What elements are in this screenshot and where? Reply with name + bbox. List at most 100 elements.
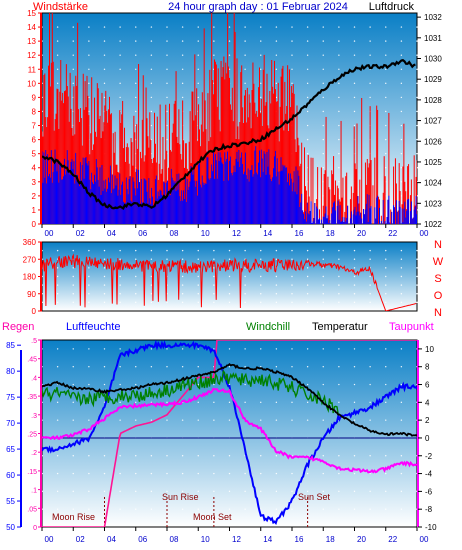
wind-tick-label: 4 [32,164,37,173]
grid-dot [166,472,168,475]
humidity-tick-label: 70 [6,419,15,428]
time-tick-label: 16 [295,535,304,544]
wind-tick-label: 15 [27,9,36,18]
grid-dot [369,284,371,286]
grid-dot [400,267,403,269]
wind-tick-label: 10 [27,79,36,88]
grid-dot [197,508,199,510]
grid-dot [150,348,153,350]
grid-dot [72,249,74,252]
grid-dot [275,249,278,252]
temp-tick-label: 0 [425,434,430,443]
grid-dot [369,419,371,421]
grid-dot [338,348,340,350]
humidity-tick-label: 65 [6,445,15,454]
grid-dot [275,82,278,85]
grid-dot [385,54,387,56]
grid-dot [244,383,246,386]
grid-dot [72,54,74,56]
grid-dot [119,508,121,510]
grid-dot [72,472,74,475]
grid-dot [197,293,199,295]
grid-dot [306,124,309,127]
grid-dot [150,249,153,252]
grid-dot [260,40,262,42]
grid-dot [88,301,90,304]
grid-dot [88,419,90,421]
grid-dot [135,293,137,295]
grid-dot [322,490,324,493]
grid-dot [322,249,324,252]
grid-dot [213,258,215,260]
grid-dot [88,54,90,56]
wind-tick-label: 11 [28,65,37,74]
grid-dot [385,68,387,70]
grid-dot [135,383,137,386]
grid-dot [135,152,137,155]
grid-dot [385,383,387,386]
grid-dot [369,366,371,368]
grid-dot [400,82,403,85]
grid-dot [150,124,153,127]
grid-dot [322,472,324,475]
grid-dot [135,82,137,85]
grid-dot [135,68,137,70]
grid-dot [135,124,137,127]
grid-dot [306,490,309,493]
grid-dot [103,26,106,28]
grid-dot [244,54,246,56]
grid-dot [291,40,293,42]
grid-dot [385,472,387,475]
grid-dot [400,383,403,386]
grid-dot [135,472,137,475]
grid-dot [306,284,309,286]
grid-dot [275,301,278,304]
grid-dot [88,455,90,457]
grid-dot [228,68,231,70]
grid-dot [228,348,231,350]
grid-dot [306,267,309,269]
time-tick-label: 18 [326,535,335,544]
grid-dot [400,401,403,404]
grid-dot [103,40,106,42]
grid-dot [385,124,387,127]
grid-dot [306,138,309,141]
grid-dot [244,401,246,404]
grid-dot [338,110,340,113]
rain-tick-label: .1 [31,488,37,495]
wind-direction-line [42,253,417,311]
grid-dot [181,301,184,304]
grid-dot [166,54,168,56]
grid-dot [135,366,137,368]
grid-dot [56,68,59,70]
grid-dot [338,293,340,295]
grid-dot [322,293,324,295]
grid-dot [88,508,90,510]
grid-dot [306,275,309,278]
grid-dot [213,490,215,493]
grid-dot [244,490,246,493]
grid-dot [103,293,106,295]
sun-rise-label: Sun Rise [162,492,199,502]
grid-dot [181,258,184,260]
grid-dot [369,275,371,278]
grid-dot [197,366,199,368]
grid-dot [213,455,215,457]
grid-dot [353,258,356,260]
grid-dot [103,284,106,286]
grid-dot [338,124,340,127]
time-tick-label: 00 [420,229,429,238]
grid-dot [416,152,418,155]
pressure-axis-title: Luftdruck [369,1,415,13]
grid-dot [353,96,356,99]
grid-dot [135,508,137,510]
grid-dot [338,383,340,386]
grid-dot [338,508,340,510]
humidity-tick-label: 85 [6,341,15,350]
grid-dot [275,401,278,404]
grid-dot [72,366,74,368]
grid-dot [103,267,106,269]
grid-dot [119,68,121,70]
grid-dot [72,383,74,386]
pressure-tick-label: 1024 [424,179,442,188]
